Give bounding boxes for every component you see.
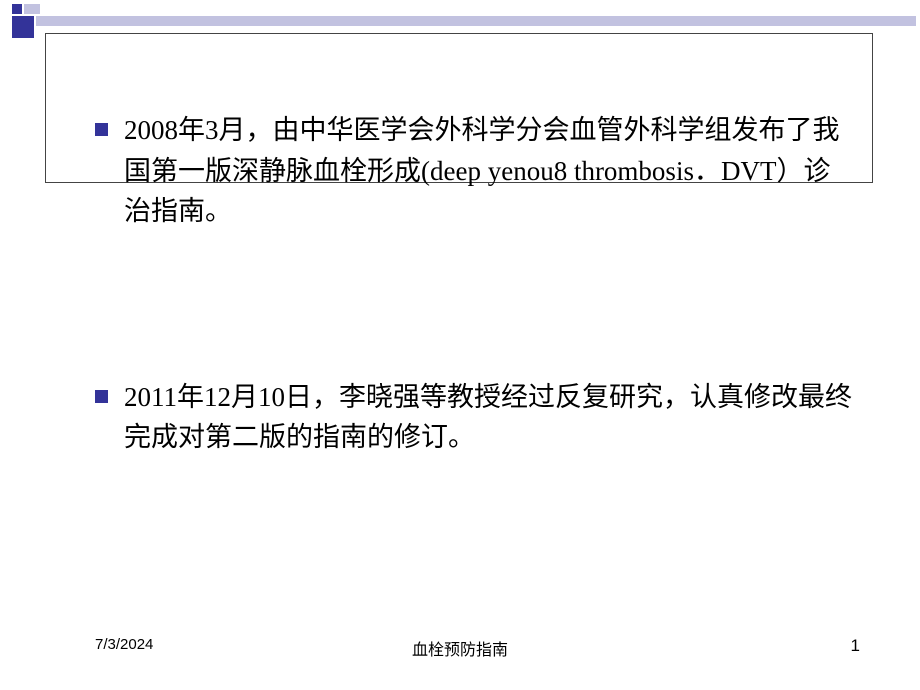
content-area: 2008年3月，由中华医学会外科学分会血管外科学组发布了我国第一版深静脉血栓形成… <box>95 110 855 603</box>
footer-date: 7/3/2024 <box>95 636 153 653</box>
deco-block-light-small <box>24 4 40 14</box>
deco-block-dark-small <box>12 4 22 14</box>
slide-footer: 7/3/2024 血栓预防指南 1 <box>0 636 920 666</box>
bullet-text: 2011年12月10日，李晓强等教授经过反复研究，认真修改最终完成对第二版的指南… <box>124 377 855 458</box>
bullet-text: 2008年3月，由中华医学会外科学分会血管外科学组发布了我国第一版深静脉血栓形成… <box>124 110 855 232</box>
bullet-marker-icon <box>95 390 108 403</box>
bullet-item: 2011年12月10日，李晓强等教授经过反复研究，认真修改最终完成对第二版的指南… <box>95 377 855 458</box>
bullet-item: 2008年3月，由中华医学会外科学分会血管外科学组发布了我国第一版深静脉血栓形成… <box>95 110 855 232</box>
deco-block-dark-large <box>12 16 34 38</box>
footer-page-number: 1 <box>851 636 860 656</box>
deco-block-light-bar <box>36 16 916 26</box>
bullet-marker-icon <box>95 123 108 136</box>
footer-title: 血栓预防指南 <box>412 636 508 660</box>
